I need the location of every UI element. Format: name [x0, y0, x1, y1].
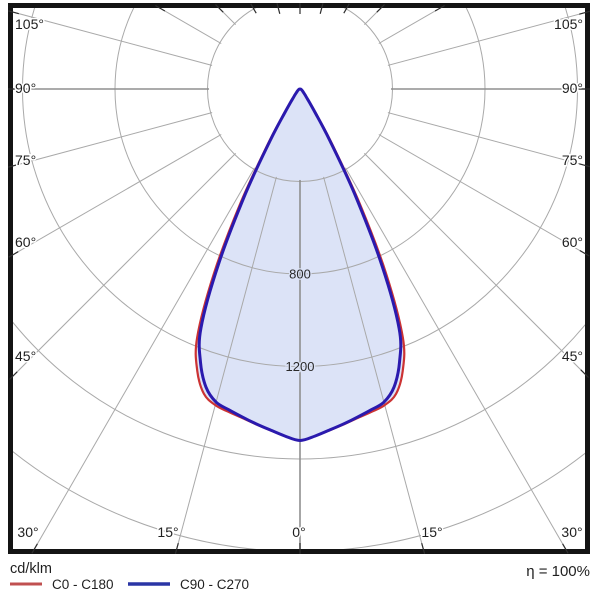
- ring-label-800: 800: [289, 267, 311, 282]
- angle-label-right-75: 75°: [562, 152, 583, 168]
- frame-tick-75: [579, 163, 590, 168]
- plot-frame: [8, 3, 590, 554]
- angle-label-left-90: 90°: [15, 80, 36, 96]
- angle-label-right-60: 60°: [562, 234, 583, 250]
- angle-labels: 105° 105° 90° 90° 75° 75° 60° 60° 45° 45° 30° 15° 0°…: [14, 15, 585, 542]
- frame-tick-195: [276, 3, 281, 14]
- frame-tick-225: [215, 4, 224, 13]
- angle-label-bottom-2: 0°: [292, 524, 305, 540]
- grid-radial-120: [299, 8, 442, 90]
- angle-label-left-60: 60°: [15, 234, 36, 250]
- frame-tick-255: [8, 10, 19, 15]
- angle-label-left-105: 105°: [15, 16, 44, 32]
- frame-tick-240: [155, 4, 166, 12]
- grid-radial-30: [299, 88, 567, 549]
- angle-label-bottom-3: 15°: [421, 524, 442, 540]
- angle-ticks: [8, 3, 590, 554]
- grid-radial-105: [299, 12, 585, 90]
- grid-radial-240: [158, 8, 301, 90]
- legend-label-c0-c180: C0 - C180: [52, 577, 114, 592]
- grid-radial-60: [299, 88, 585, 255]
- frame-tick-30: [562, 543, 569, 554]
- frame-tick-105: [579, 10, 590, 15]
- legend-label-c90-c270: C90 - C270: [180, 577, 249, 592]
- angle-label-left-45: 45°: [15, 348, 36, 364]
- curve-c90-c270: [197, 87, 403, 442]
- frame-tick-165: [319, 3, 324, 14]
- frame-tick-330: [31, 543, 38, 554]
- frame-tick-15: [421, 543, 426, 554]
- grid-radial-300: [13, 88, 301, 256]
- frame-tick-315: [9, 371, 18, 380]
- grid-radial-345: [176, 88, 301, 549]
- ring-label-1200: 1200: [286, 359, 315, 374]
- frame-tick-45: [580, 369, 589, 378]
- frame-tick-150: [343, 3, 350, 14]
- legend: cd/klm C0 - C180 C90 - C270 η = 100%: [10, 561, 590, 592]
- ring-value-labels: 800 1200: [284, 265, 315, 375]
- grid-radial-285: [13, 88, 301, 167]
- angle-label-left-75: 75°: [15, 152, 36, 168]
- frame-tick-300: [8, 251, 19, 258]
- angle-label-bottom-4: 30°: [561, 524, 582, 540]
- frame-tick-60: [579, 249, 590, 257]
- frame-tick-345: [174, 543, 179, 554]
- angle-label-bottom-0: 30°: [17, 524, 38, 540]
- angle-label-right-45: 45°: [562, 348, 583, 364]
- angle-label-right-105: 105°: [554, 16, 583, 32]
- frame-tick-285: [8, 163, 19, 168]
- efficiency-label: η = 100%: [526, 563, 590, 580]
- legend-unit-label: cd/klm: [10, 561, 52, 577]
- grid-radial-330: [33, 88, 301, 549]
- angle-label-bottom-1: 15°: [157, 524, 178, 540]
- frame-tick-210: [250, 3, 257, 14]
- grid-radial-75: [299, 88, 585, 166]
- frame-tick-120: [434, 4, 445, 12]
- angle-label-right-90: 90°: [562, 80, 583, 96]
- grid-radial-255: [13, 11, 301, 90]
- frame-tick-135: [376, 4, 385, 13]
- grid-radial-15: [299, 88, 424, 549]
